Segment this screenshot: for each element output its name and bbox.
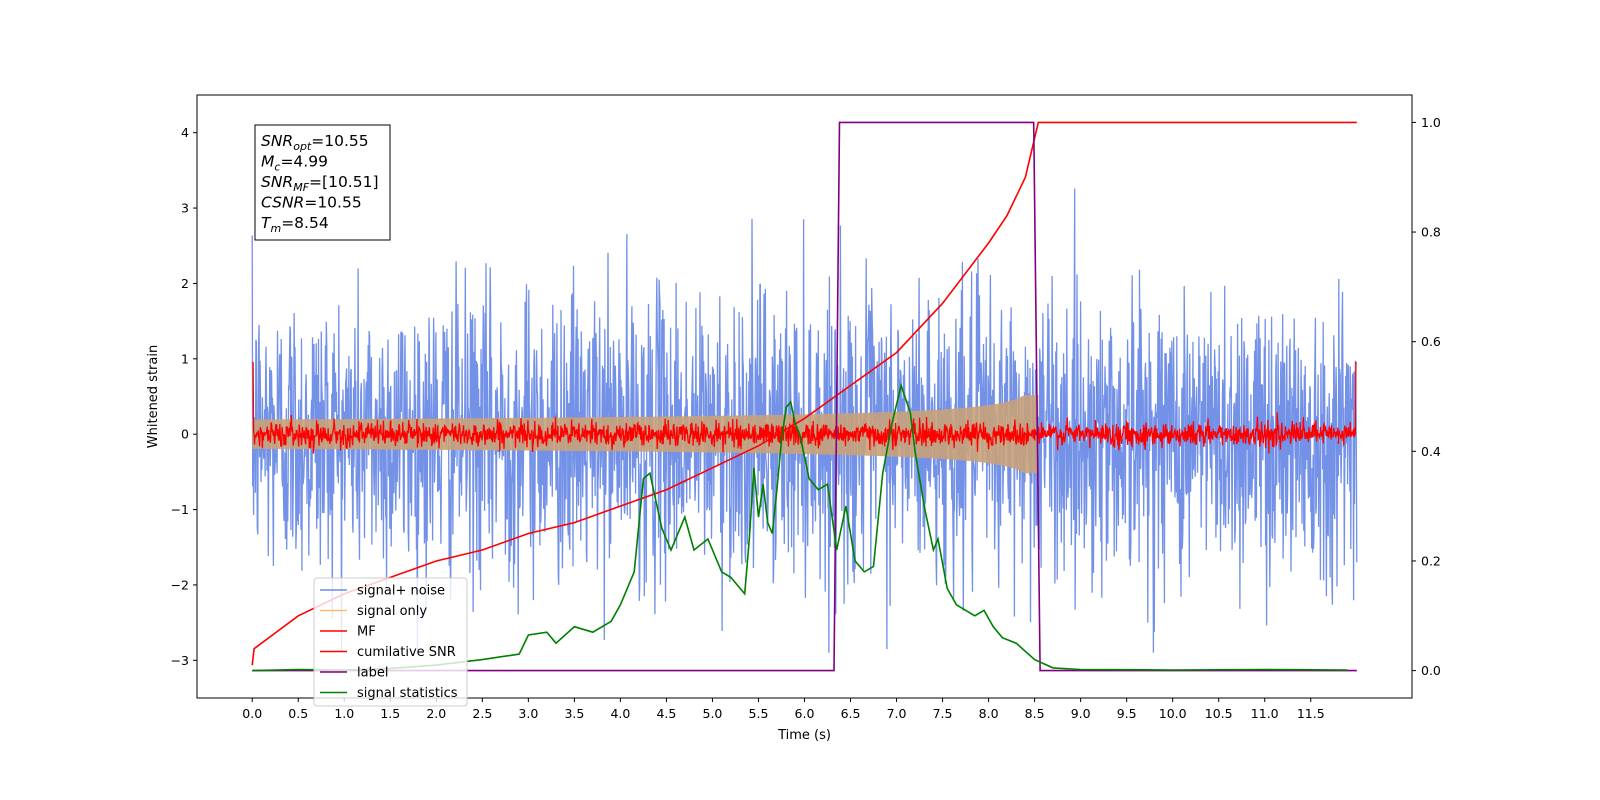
- y-left-tick-label: 4: [181, 125, 189, 140]
- y-left-tick-label: 1: [181, 351, 189, 366]
- annotation-line: SNRMF=[10.51]: [261, 173, 379, 194]
- x-axis-label: Time (s): [777, 728, 831, 743]
- signal-statistics-line: [252, 382, 1348, 672]
- y-left-tick-label: −2: [171, 577, 189, 592]
- x-tick-label: 2.0: [426, 706, 446, 721]
- x-tick-label: 7.0: [887, 706, 907, 721]
- y-left-tick-label: −1: [171, 502, 189, 517]
- x-tick-label: 4.0: [610, 706, 630, 721]
- y-left-tick-label: 3: [181, 201, 189, 216]
- x-tick-label: 10.0: [1159, 706, 1187, 721]
- x-tick-label: 2.5: [472, 706, 492, 721]
- y-left-tick-label: 0: [181, 427, 189, 442]
- y-axis-label: Whitened strain: [146, 345, 161, 448]
- x-tick-label: 11.0: [1251, 706, 1279, 721]
- y-right-tick-label: 0.2: [1421, 553, 1441, 568]
- mf-line: [252, 361, 1357, 454]
- legend-label: signal only: [357, 604, 427, 619]
- annotation-line: Tm=8.54: [261, 214, 329, 235]
- x-tick-label: 6.0: [795, 706, 815, 721]
- x-tick-label: 1.5: [380, 706, 400, 721]
- signal-statistics-series: [252, 382, 1348, 672]
- mf-series: [252, 361, 1357, 454]
- x-tick-label: 3.5: [564, 706, 584, 721]
- annotation-line: CSNR=10.55: [261, 194, 362, 212]
- y-left-tick-label: 2: [181, 276, 189, 291]
- y-axis-left: 4 3 2 1 0 −1 −2 −3: [171, 125, 197, 668]
- plot-area: [251, 121, 1358, 672]
- y-right-tick-label: 0.0: [1421, 663, 1441, 678]
- x-tick-label: 4.5: [656, 706, 676, 721]
- y-axis-right: 1.0 0.8 0.6 0.4 0.2 0.0: [1412, 115, 1441, 678]
- x-tick-label: 9.0: [1071, 706, 1091, 721]
- y-right-tick-label: 1.0: [1421, 115, 1441, 130]
- cumulative-snr-line: [251, 121, 1357, 666]
- annotation-line: Mc=4.99: [261, 153, 328, 174]
- legend-label: MF: [357, 625, 376, 640]
- legend-label: signal+ noise: [357, 584, 445, 599]
- x-tick-label: 10.5: [1205, 706, 1233, 721]
- x-tick-label: 8.5: [1025, 706, 1045, 721]
- legend-label: label: [357, 666, 388, 681]
- y-right-tick-label: 0.6: [1421, 334, 1441, 349]
- x-tick-label: 7.5: [933, 706, 953, 721]
- x-tick-label: 0.5: [288, 706, 308, 721]
- y-right-tick-label: 0.4: [1421, 444, 1441, 459]
- legend-label: signal statistics: [357, 686, 458, 701]
- x-tick-label: 6.5: [841, 706, 861, 721]
- x-tick-label: 9.5: [1117, 706, 1137, 721]
- y-left-tick-label: −3: [171, 653, 189, 668]
- x-tick-label: 1.0: [334, 706, 354, 721]
- label-series: [252, 121, 1357, 672]
- x-tick-label: 5.5: [749, 706, 769, 721]
- legend-label: cumilative SNR: [357, 645, 456, 660]
- legend-frame: [313, 577, 468, 707]
- label-line: [252, 121, 1357, 672]
- x-tick-label: 5.0: [703, 706, 723, 721]
- x-tick-label: 8.0: [979, 706, 999, 721]
- x-tick-label: 0.0: [242, 706, 262, 721]
- legend: signal+ noise signal only MF cumilative SNR…: [313, 577, 468, 707]
- annotation-box: SNRopt=10.55Mc=4.99SNRMF=[10.51]CSNR=10.…: [254, 124, 391, 241]
- y-right-tick-label: 0.8: [1421, 225, 1441, 240]
- x-tick-label: 3.0: [518, 706, 538, 721]
- annotation-line: SNRopt=10.55: [261, 132, 369, 153]
- annotation-frame: [254, 124, 391, 241]
- x-tick-label: 11.5: [1297, 706, 1325, 721]
- x-axis: 0.0 0.5 1.0 1.5 2.0 2.5 3.0 3.5 4.0 4.5 5.0 5.5 6.0 6…: [242, 698, 1325, 721]
- cumulative-snr-series: [251, 121, 1357, 666]
